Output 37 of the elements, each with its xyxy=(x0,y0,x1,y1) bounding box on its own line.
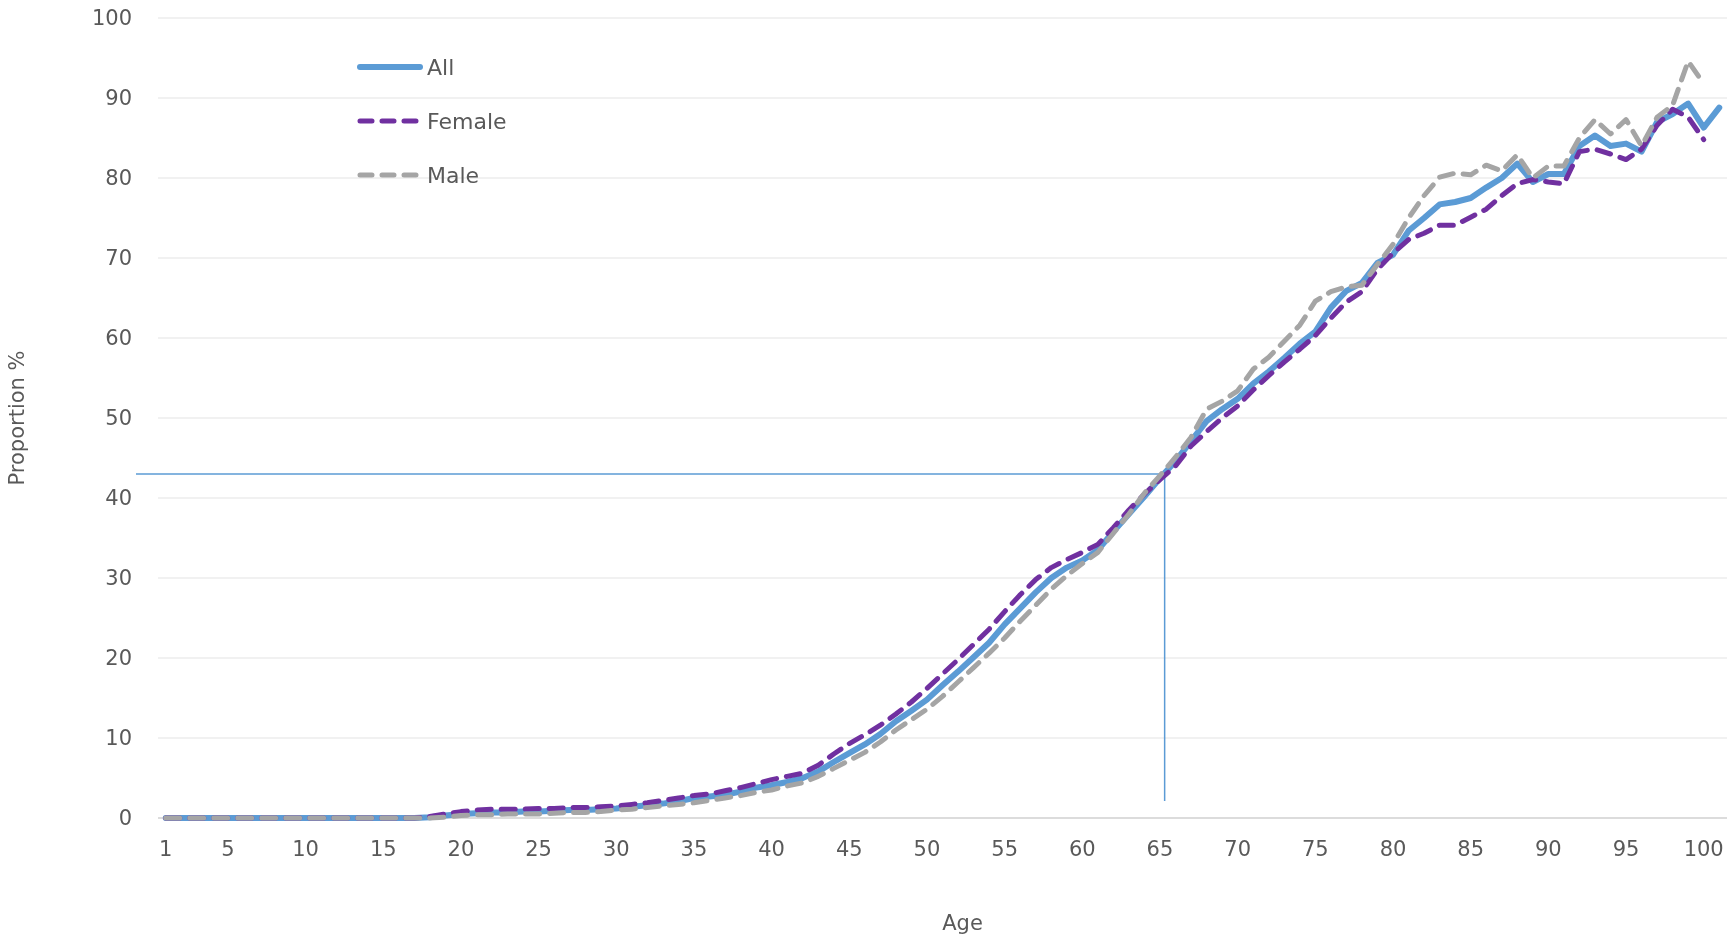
y-tick-label: 90 xyxy=(105,86,132,111)
legend-label: Female xyxy=(427,108,507,134)
x-tick-label: 75 xyxy=(1301,837,1329,861)
x-tick-label: 55 xyxy=(991,837,1019,861)
x-tick-label: 35 xyxy=(680,837,708,861)
legend-label: Male xyxy=(427,162,480,188)
y-tick-label: 80 xyxy=(105,166,132,191)
x-tick-label: 60 xyxy=(1068,837,1096,861)
x-tick-label: 45 xyxy=(835,837,863,861)
legend-label: All xyxy=(427,54,455,80)
y-tick-label: 10 xyxy=(105,726,132,751)
y-tick-label: 70 xyxy=(105,246,132,271)
x-tick-label: 1 xyxy=(159,837,173,861)
y-tick-label: 50 xyxy=(105,406,132,431)
x-tick-label: 100 xyxy=(1683,837,1724,861)
x-tick-label: 30 xyxy=(602,837,630,861)
y-tick-label: 30 xyxy=(105,566,132,591)
y-tick-label: 100 xyxy=(91,6,132,31)
y-tick-label: 40 xyxy=(105,486,132,511)
x-tick-label: 20 xyxy=(447,837,475,861)
x-tick-label: 65 xyxy=(1146,837,1174,861)
x-tick-label: 15 xyxy=(369,837,397,861)
x-tick-label: 5 xyxy=(221,837,235,861)
x-tick-label: 85 xyxy=(1457,837,1485,861)
x-axis-title: Age xyxy=(942,911,983,935)
x-tick-label: 70 xyxy=(1224,837,1252,861)
y-axis-title: Proportion % xyxy=(5,350,29,486)
x-tick-label: 50 xyxy=(913,837,941,861)
x-tick-label: 95 xyxy=(1612,837,1640,861)
y-tick-label: 20 xyxy=(105,646,132,671)
y-tick-label: 0 xyxy=(118,806,132,831)
y-tick-label: 60 xyxy=(105,326,132,351)
x-tick-label: 80 xyxy=(1379,837,1407,861)
x-tick-label: 90 xyxy=(1534,837,1562,861)
x-tick-label: 40 xyxy=(758,837,785,861)
x-tick-label: 10 xyxy=(292,837,319,861)
x-tick-label: 25 xyxy=(525,837,552,861)
